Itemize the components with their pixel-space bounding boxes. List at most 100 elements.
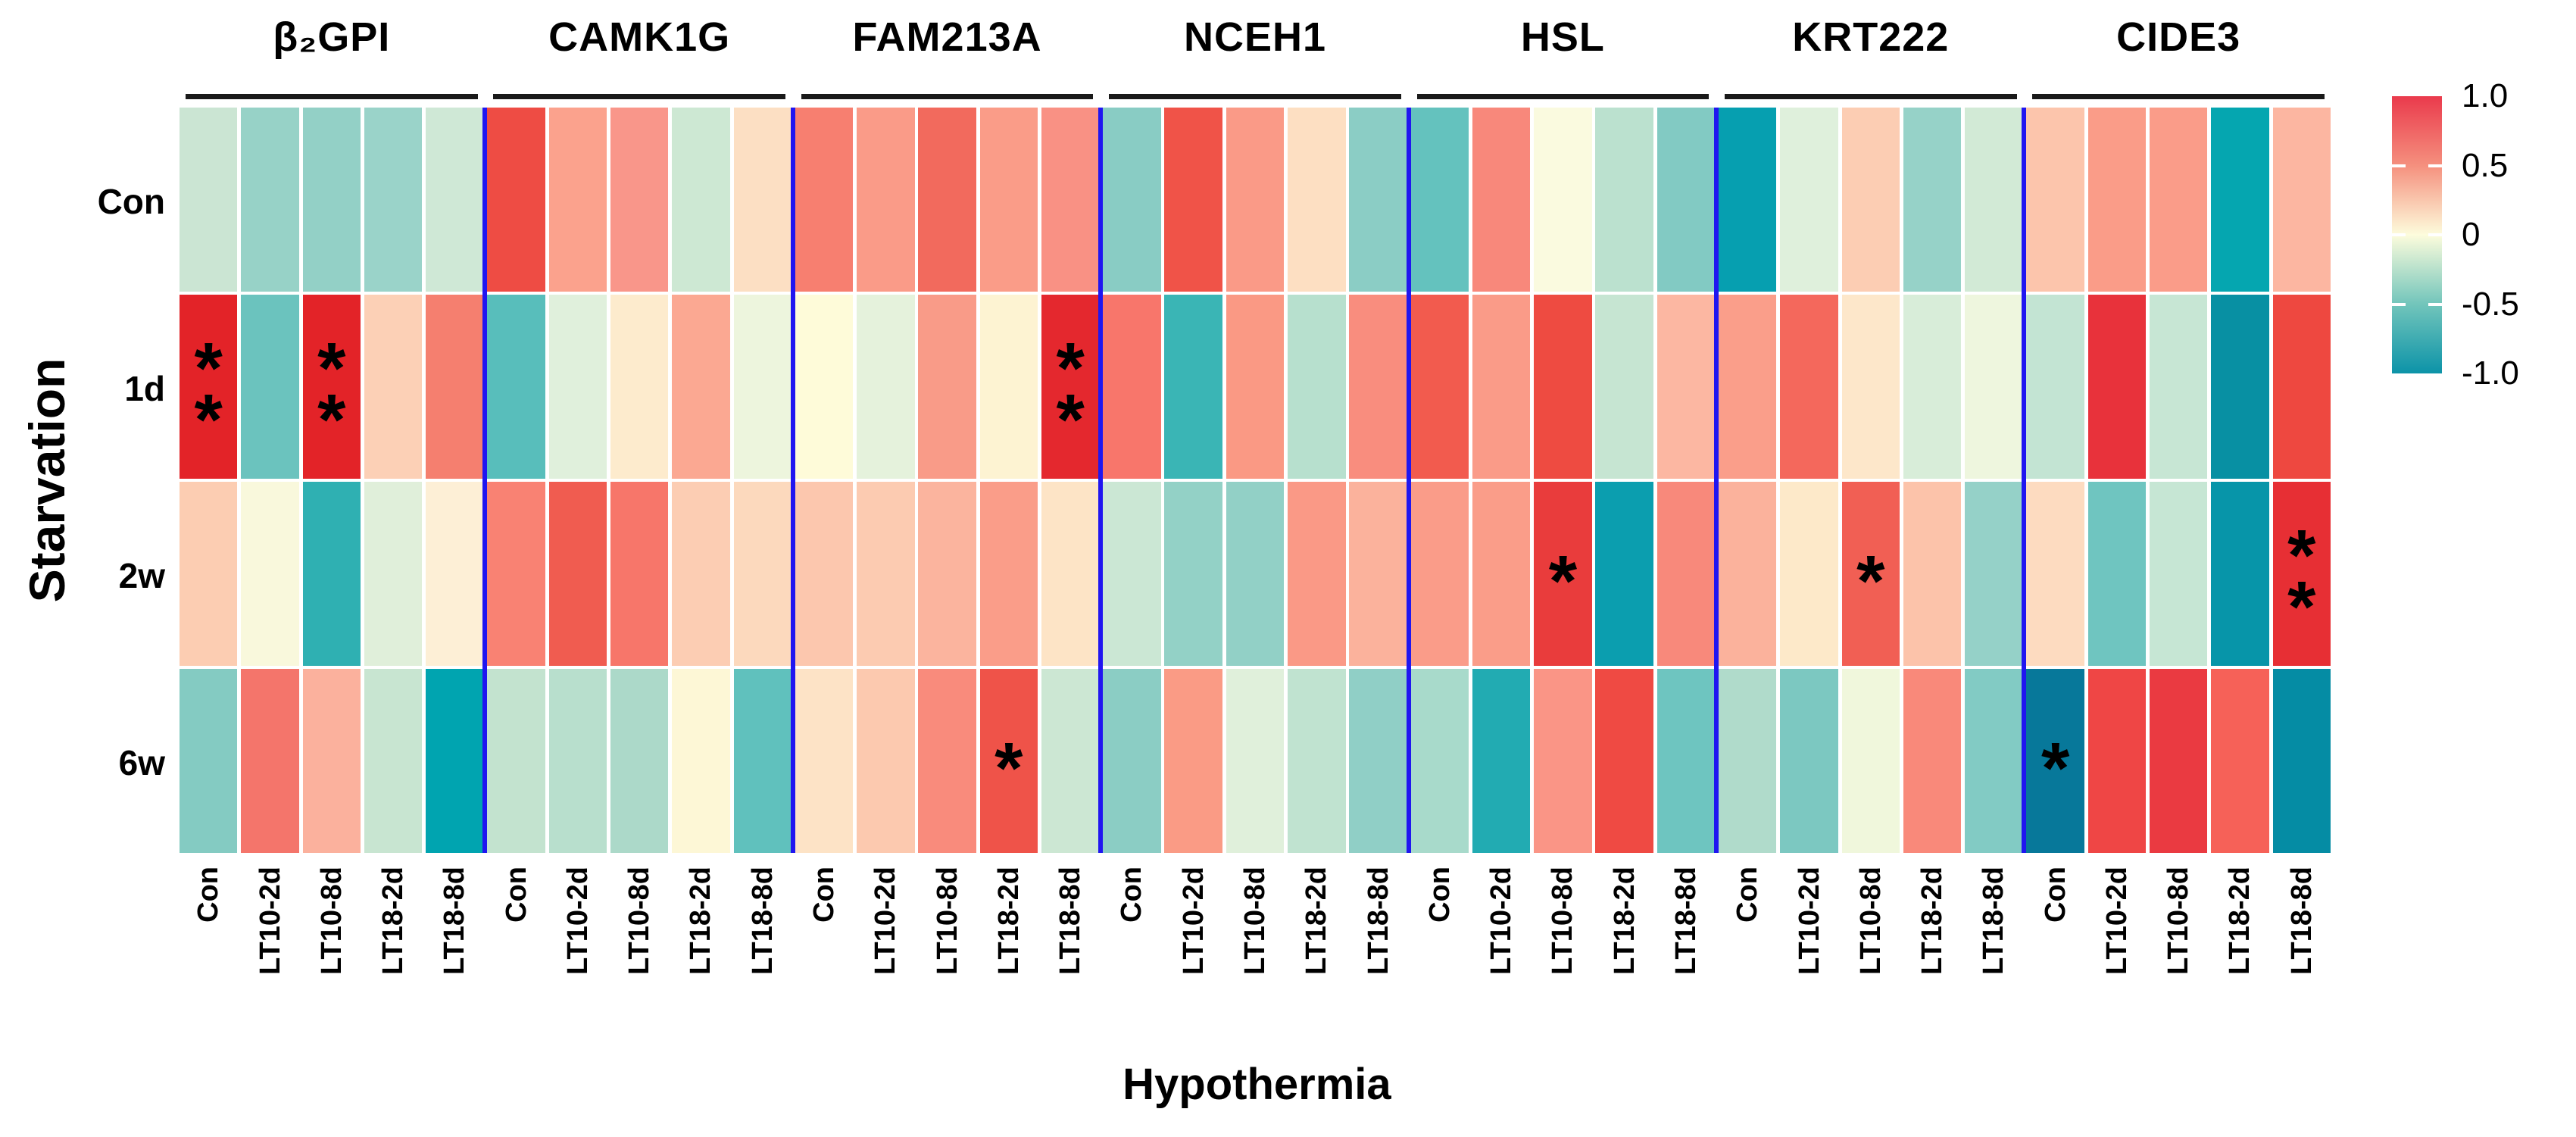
y-tick-label: Con [97, 181, 165, 221]
heatmap-cell [1656, 482, 1716, 666]
star-glyph: * [1056, 328, 1085, 410]
heatmap-cell [1288, 295, 1346, 479]
heatmap-cell [1719, 295, 1777, 479]
heatmap-cell [548, 482, 607, 666]
heatmap-cell [795, 108, 854, 292]
x-tick-label: LT18-8d [1978, 867, 2010, 975]
heatmap-cell [1410, 108, 1469, 292]
heatmap-cell [364, 108, 423, 292]
heatmap-cell [2026, 295, 2084, 479]
x-tick-label: LT10-2d [870, 867, 902, 975]
heatmap-cell [180, 482, 238, 666]
group-separator-line [790, 108, 795, 853]
star-glyph: * [194, 379, 223, 461]
x-tick-label: LT10-8d [1854, 867, 1887, 975]
legend-tick-label: -1.0 [2462, 355, 2519, 392]
heatmap-cell [918, 108, 976, 292]
star-glyph: * [1548, 540, 1578, 622]
heatmap-cell [180, 669, 238, 853]
heatmap-cell [426, 669, 484, 853]
group-separator-line [1714, 108, 1719, 853]
heatmap-cell [1349, 669, 1407, 853]
gene-group-underline [1109, 94, 1401, 99]
heatmap-cell [918, 669, 976, 853]
heatmap-cell [1719, 669, 1777, 853]
heatmap-cell [857, 669, 915, 853]
significance-stars: * * [194, 328, 223, 461]
heatmap-cell [1288, 108, 1346, 292]
x-tick-label: LT18-2d [1300, 867, 1333, 975]
heatmap-cell [241, 295, 299, 479]
x-tick-label: LT10-8d [1547, 867, 1579, 975]
x-tick-label: Con [1423, 867, 1456, 923]
heatmap-cell [1164, 482, 1222, 666]
heatmap-cell [487, 108, 545, 292]
heatmap-cell [857, 482, 915, 666]
heatmap-cell [1534, 669, 1592, 853]
heatmap-cell [1472, 669, 1531, 853]
heatmap-cell [487, 295, 545, 479]
heatmap-cell [610, 482, 669, 666]
heatmap-cell [610, 108, 669, 292]
x-tick-label: LT18-8d [1669, 867, 1702, 975]
heatmap-cell [1226, 295, 1285, 479]
heatmap-cell [1656, 295, 1716, 479]
gene-group-label: HSL [1520, 14, 1605, 60]
heatmap-cell [2149, 108, 2208, 292]
heatmap-cell [2211, 108, 2269, 292]
heatmap-cell [2026, 482, 2084, 666]
heatmap-cell [2211, 669, 2269, 853]
heatmap-cell [2272, 295, 2331, 479]
heatmap-cell [426, 482, 484, 666]
heatmap-cell [2087, 295, 2147, 479]
heatmap-cell [1903, 295, 1962, 479]
x-tick-label: LT10-8d [931, 867, 963, 975]
heatmap-cell: * [979, 669, 1038, 853]
heatmap-cell [241, 108, 299, 292]
heatmap-cell [2026, 108, 2084, 292]
x-tick-label: LT18-2d [1916, 867, 1949, 975]
significance-stars: * [2041, 732, 2069, 804]
x-tick-label: LT18-8d [1362, 867, 1394, 975]
heatmap-cell [2087, 108, 2147, 292]
heatmap-cell [426, 108, 484, 292]
heatmap-cell: * * [1041, 295, 1100, 479]
heatmap-cell [1903, 669, 1962, 853]
x-tick-label: Con [1116, 867, 1148, 923]
gene-group-label: β₂GPI [273, 14, 391, 60]
y-tick-label: 1d [124, 368, 165, 408]
heatmap-cell [364, 295, 423, 479]
heatmap-cell [487, 482, 545, 666]
heatmap-cell [1103, 482, 1161, 666]
heatmap-cell [1595, 669, 1653, 853]
heatmap-cell: * * [180, 295, 238, 479]
heatmap-cell [672, 482, 730, 666]
gene-group-underline [1416, 94, 1710, 99]
star-glyph: * [1856, 540, 1885, 622]
gene-group-label: KRT222 [1792, 14, 1950, 60]
heatmap-cell [1472, 482, 1531, 666]
legend-tick-label: 1.0 [2462, 77, 2509, 114]
group-separator-line [1098, 108, 1104, 853]
heatmap-cell [857, 108, 915, 292]
x-tick-label: LT18-8d [2285, 867, 2318, 975]
heatmap-cell [1164, 669, 1222, 853]
heatmap-cell [426, 295, 484, 479]
heatmap-cell [1656, 669, 1716, 853]
heatmap-cell [1410, 482, 1469, 666]
star-glyph: * [2287, 566, 2316, 648]
heatmap-cell [364, 482, 423, 666]
heatmap-cell [795, 295, 854, 479]
heatmap-cell [2149, 669, 2208, 853]
x-tick-label: LT10-8d [623, 867, 656, 975]
star-glyph: * [194, 328, 223, 410]
legend-tick-mark [2428, 233, 2442, 236]
heatmap-cell [2149, 295, 2208, 479]
y-axis-title: Starvation [19, 358, 75, 603]
x-tick-label: Con [1731, 867, 1764, 923]
significance-stars: * * [2287, 520, 2316, 648]
heatmap-cell [733, 669, 792, 853]
x-tick-label: LT10-2d [561, 867, 594, 975]
heatmap-cell [1903, 108, 1962, 292]
